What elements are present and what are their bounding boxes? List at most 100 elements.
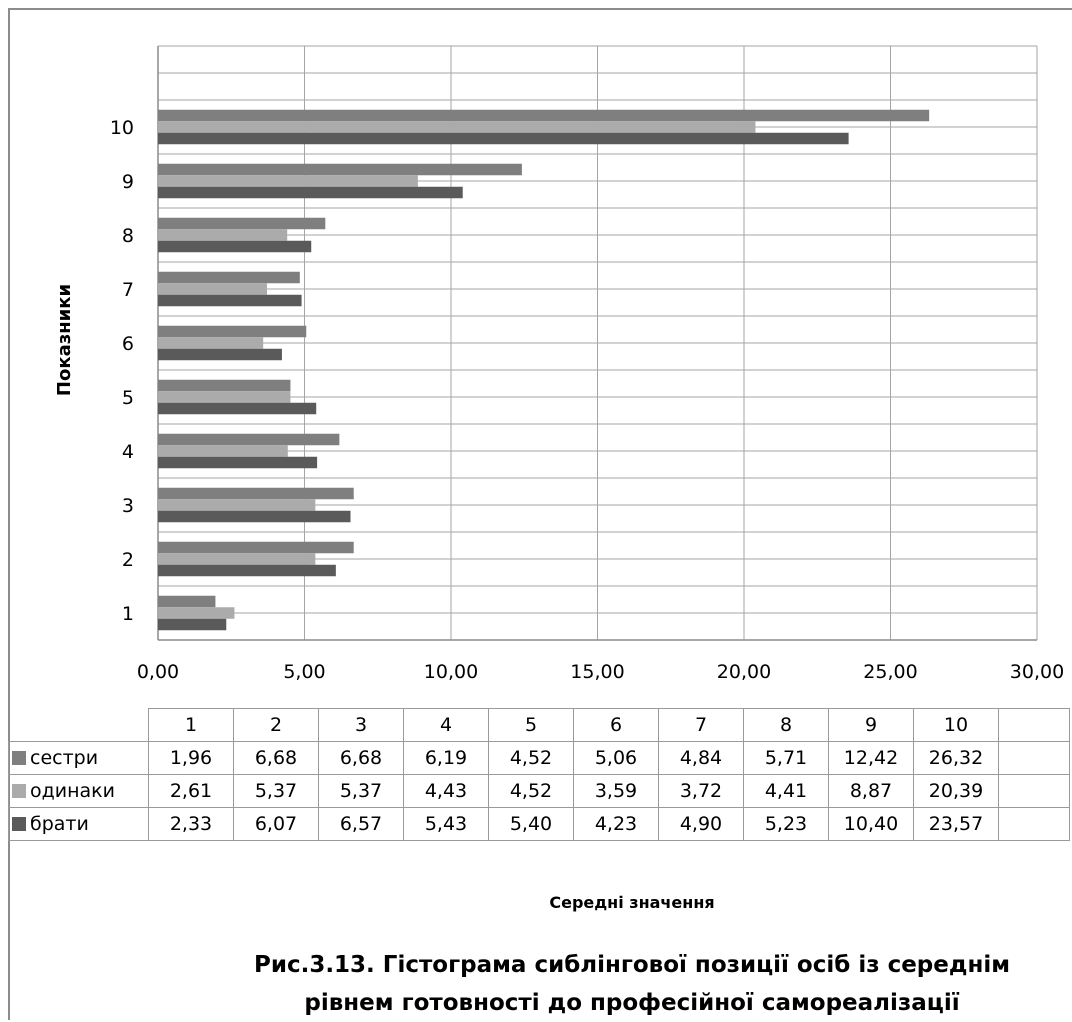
- chart-area: 0,00 5,00 10,00 15,00 20,00 25,00 30,00 1 2 3 4 5 6 7…: [0, 0, 1072, 700]
- bar-брати-3: [158, 511, 351, 523]
- table-cell: 3,59: [574, 775, 659, 808]
- y-tick-label: 4: [122, 441, 134, 463]
- y-tick-label: 6: [122, 333, 134, 355]
- figure-caption: Рис.3.13. Гістограма сиблінгової позиції…: [0, 946, 1072, 1022]
- table-cell: 23,57: [914, 808, 999, 841]
- table-cell: 6,19: [404, 742, 489, 775]
- legend-cell: сестри: [9, 742, 149, 775]
- table-corner-cell: [9, 709, 149, 742]
- table-cell: 4,41: [744, 775, 829, 808]
- bar-сестри-8: [158, 218, 325, 230]
- bar-одинаки-2: [158, 553, 315, 565]
- caption-line-2: рівнем готовності до професійної самореа…: [0, 984, 1072, 1022]
- y-tick-label: 2: [122, 549, 134, 571]
- bar-сестри-10: [158, 110, 929, 122]
- table-cell: 5,43: [404, 808, 489, 841]
- table-cell: 5,71: [744, 742, 829, 775]
- bar-одинаки-5: [158, 391, 290, 403]
- bar-одинаки-7: [158, 283, 267, 295]
- bar-брати-5: [158, 403, 316, 415]
- table-blank-cell: [999, 742, 1070, 775]
- table-cell: 4,90: [659, 808, 744, 841]
- y-tick-label: 9: [122, 171, 134, 193]
- bar-сестри-7: [158, 272, 300, 284]
- bar-одинаки-9: [158, 175, 418, 187]
- x-tick-label: 5,00: [283, 661, 325, 683]
- table-header-cell: 6: [574, 709, 659, 742]
- table-header-cell: 9: [829, 709, 914, 742]
- bar-сестри-6: [158, 326, 306, 338]
- bar-сестри-5: [158, 380, 290, 392]
- data-table: 1 2 3 4 5 6 7 8 9 10 сестри 1,96 6,68 6,68 6,19 4,52 5,0…: [8, 708, 1070, 841]
- table-header-row: 1 2 3 4 5 6 7 8 9 10: [9, 709, 1070, 742]
- bar-брати-9: [158, 187, 463, 199]
- legend-key: [12, 817, 26, 831]
- table-blank-cell: [999, 709, 1070, 742]
- bar-сестри-9: [158, 164, 522, 176]
- table-cell: 8,87: [829, 775, 914, 808]
- bar-сестри-4: [158, 434, 339, 446]
- table-cell: 6,07: [234, 808, 319, 841]
- table-cell: 5,37: [234, 775, 319, 808]
- y-tick-label: 8: [122, 225, 134, 247]
- y-tick-label: 3: [122, 495, 134, 517]
- x-tick-label: 10,00: [424, 661, 478, 683]
- table-header-cell: 8: [744, 709, 829, 742]
- table-cell: 2,61: [149, 775, 234, 808]
- x-tick-label: 25,00: [863, 661, 917, 683]
- bar-брати-6: [158, 349, 282, 361]
- table-cell: 4,52: [489, 775, 574, 808]
- table-cell: 5,37: [319, 775, 404, 808]
- x-tick-label: 0,00: [137, 661, 179, 683]
- table-header-cell: 10: [914, 709, 999, 742]
- table-blank-cell: [999, 808, 1070, 841]
- bar-одинаки-1: [158, 607, 234, 619]
- table-cell: 3,72: [659, 775, 744, 808]
- bar-сестри-1: [158, 596, 215, 608]
- bar-брати-2: [158, 565, 336, 577]
- legend-label: одинаки: [30, 780, 115, 802]
- table-header-cell: 3: [319, 709, 404, 742]
- y-tick-label: 5: [122, 387, 134, 409]
- table-header-cell: 5: [489, 709, 574, 742]
- table-cell: 10,40: [829, 808, 914, 841]
- table-cell: 1,96: [149, 742, 234, 775]
- legend-cell: брати: [9, 808, 149, 841]
- table-cell: 5,06: [574, 742, 659, 775]
- table-cell: 6,68: [234, 742, 319, 775]
- table-header-cell: 7: [659, 709, 744, 742]
- table-header-cell: 1: [149, 709, 234, 742]
- table-row: одинаки 2,61 5,37 5,37 4,43 4,52 3,59 3,72 4,41 8…: [9, 775, 1070, 808]
- bar-сестри-2: [158, 542, 354, 554]
- table-header-cell: 2: [234, 709, 319, 742]
- y-tick-label: 7: [122, 279, 134, 301]
- table-row: брати 2,33 6,07 6,57 5,43 5,40 4,23 4,90 5,23 10,…: [9, 808, 1070, 841]
- table-cell: 20,39: [914, 775, 999, 808]
- table-cell: 4,43: [404, 775, 489, 808]
- x-axis-label: Середні значення: [0, 893, 1072, 912]
- caption-line-1: Рис.3.13. Гістограма сиблінгової позиції…: [0, 946, 1072, 984]
- table-cell: 2,33: [149, 808, 234, 841]
- y-tick-label: 10: [110, 117, 134, 139]
- bar-брати-8: [158, 241, 311, 253]
- bar-одинаки-6: [158, 337, 263, 349]
- table-cell: 4,23: [574, 808, 659, 841]
- bar-брати-4: [158, 457, 317, 469]
- bar-одинаки-4: [158, 445, 288, 457]
- bar-брати-1: [158, 619, 226, 631]
- y-tick-label: 1: [122, 603, 134, 625]
- table-cell: 4,52: [489, 742, 574, 775]
- table-cell: 6,57: [319, 808, 404, 841]
- table-cell: 5,40: [489, 808, 574, 841]
- legend-key: [12, 751, 26, 765]
- x-tick-label: 15,00: [570, 661, 624, 683]
- table-cell: 26,32: [914, 742, 999, 775]
- legend-label: брати: [30, 813, 89, 835]
- x-tick-label: 30,00: [1010, 661, 1064, 683]
- table-cell: 12,42: [829, 742, 914, 775]
- x-tick-label: 20,00: [717, 661, 771, 683]
- table-cell: 4,84: [659, 742, 744, 775]
- legend-cell: одинаки: [9, 775, 149, 808]
- table-row: сестри 1,96 6,68 6,68 6,19 4,52 5,06 4,84 5,71 12…: [9, 742, 1070, 775]
- table-blank-cell: [999, 775, 1070, 808]
